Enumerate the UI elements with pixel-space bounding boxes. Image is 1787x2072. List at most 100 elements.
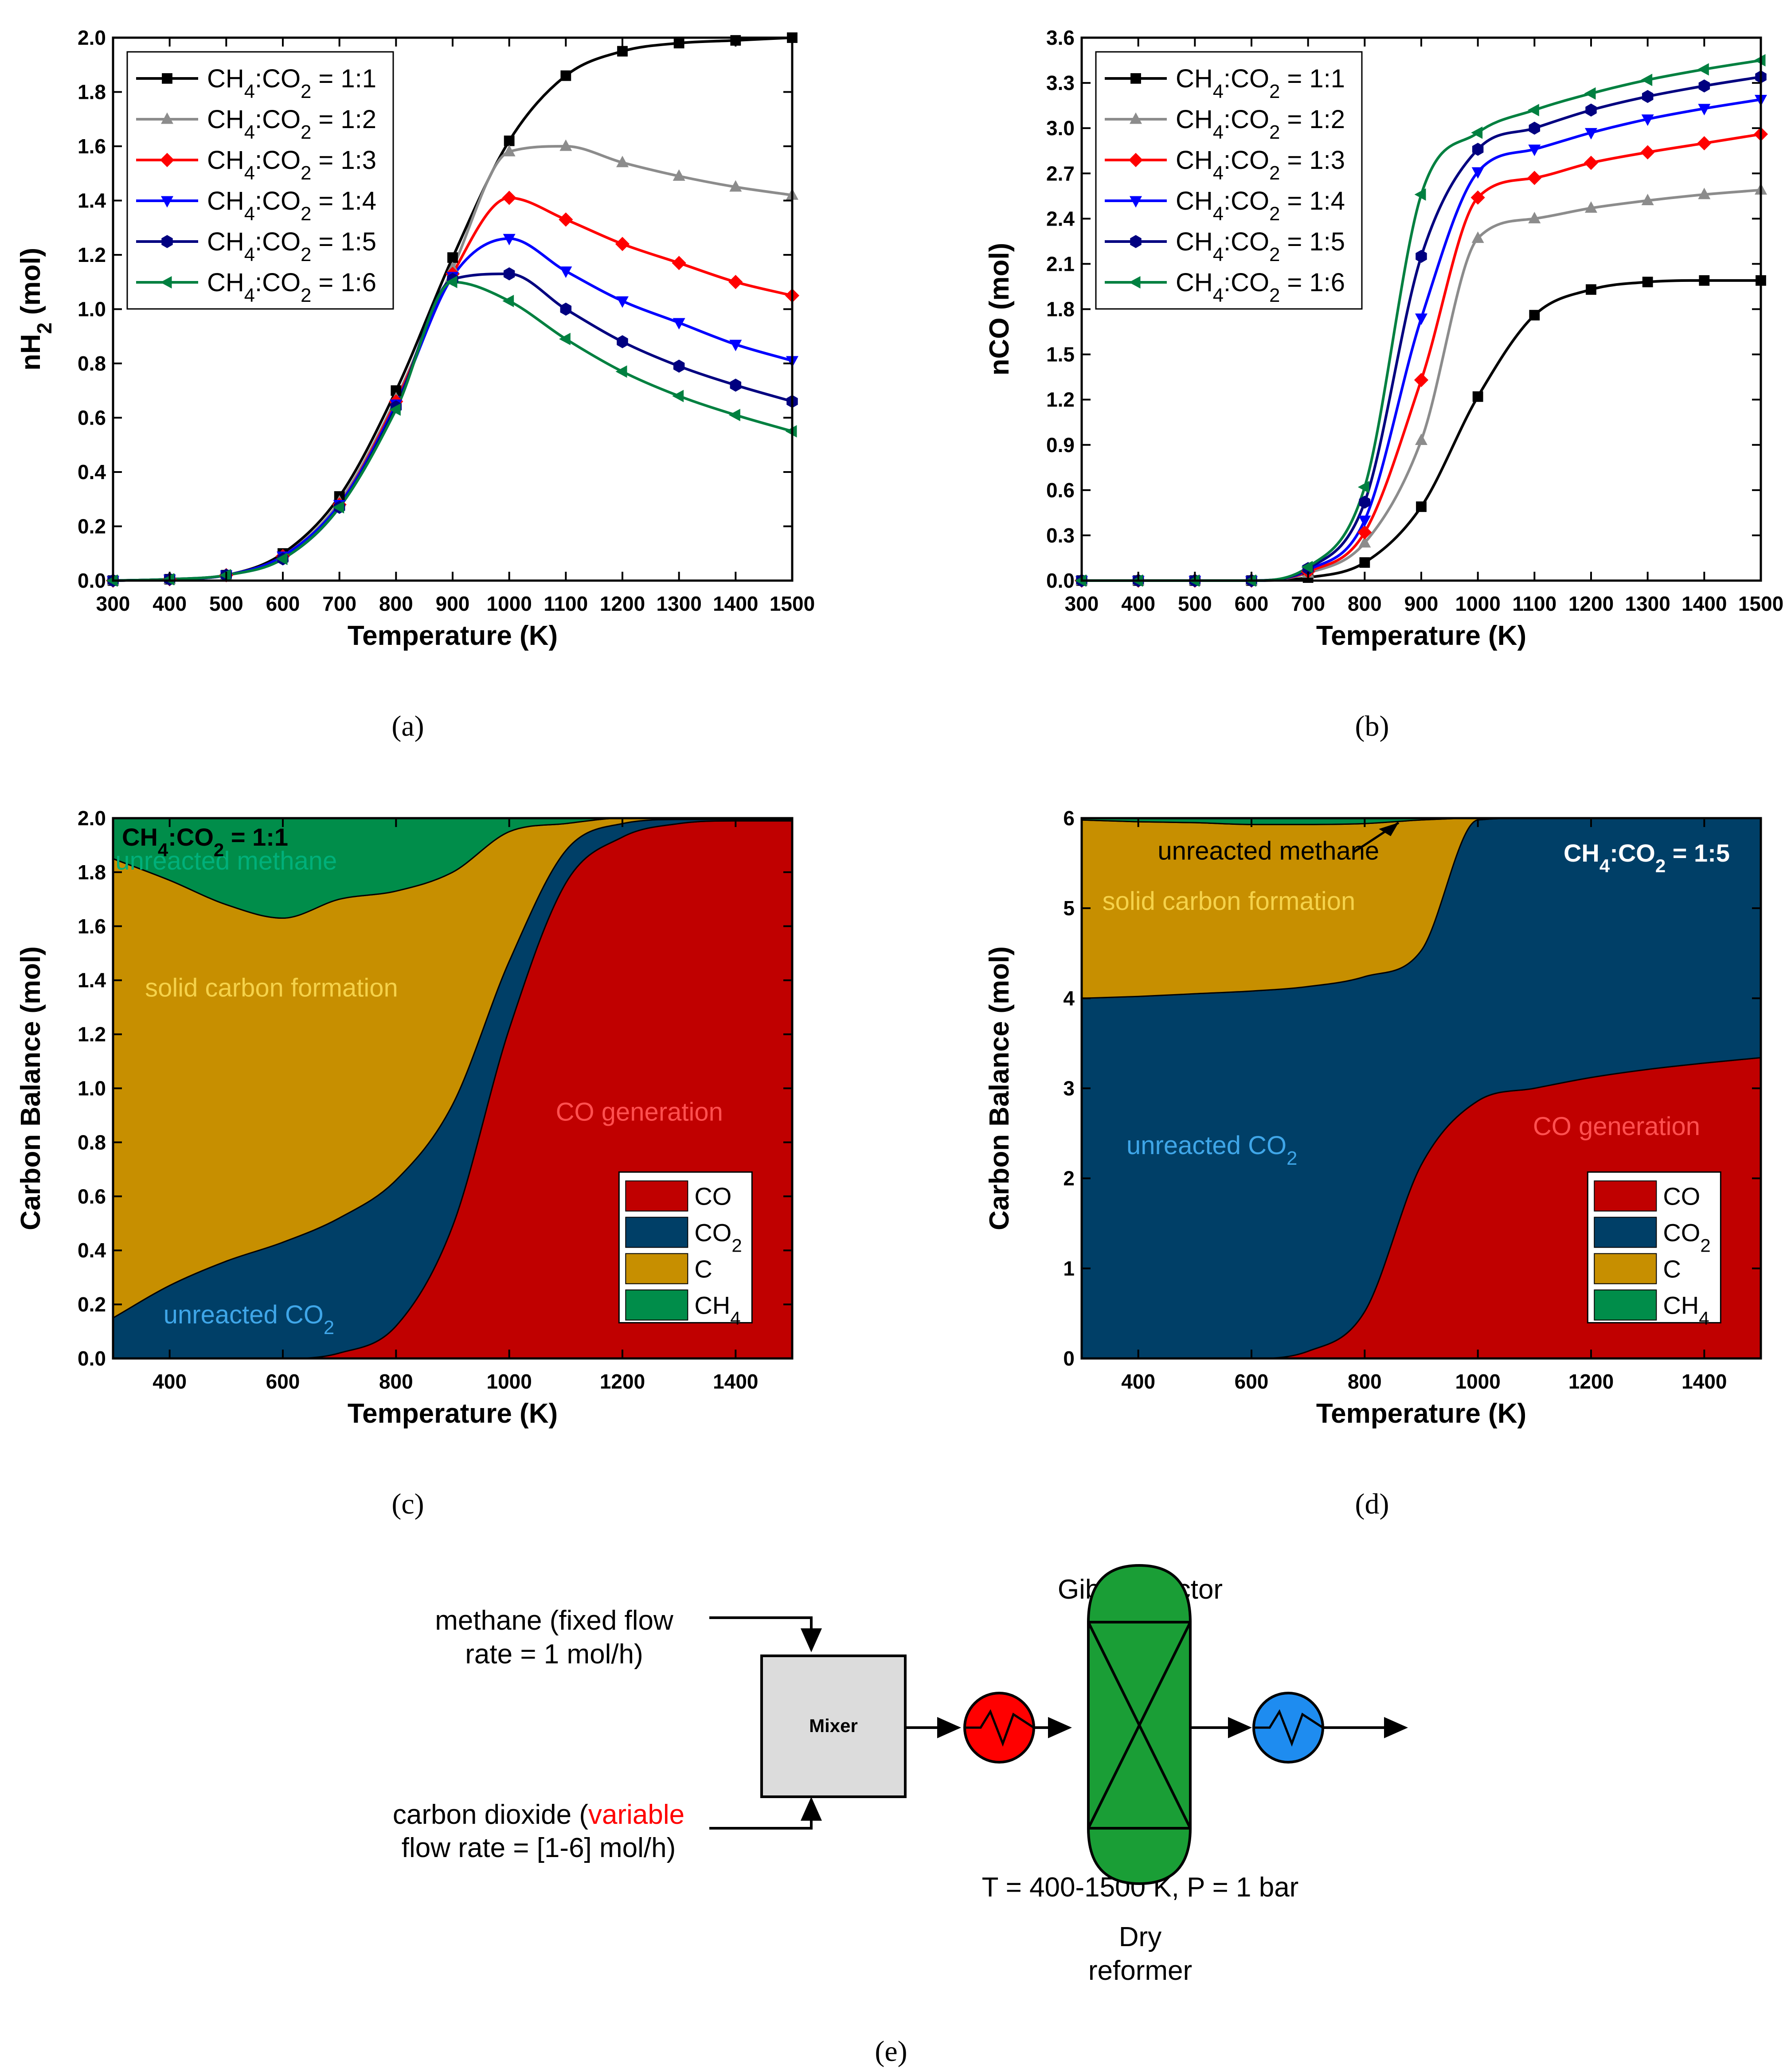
y-tick-label: 1.0 <box>78 298 106 321</box>
legend-label: CH4:CO2 = 1:1 <box>207 64 376 102</box>
chart-panel-4: unreacted methane solid carbon formation C… <box>984 807 1762 1520</box>
reactor-bed <box>1087 1621 1192 1830</box>
data-point <box>161 235 173 248</box>
data-point <box>160 152 175 168</box>
data-point <box>1697 136 1712 151</box>
legend-swatch <box>1594 1253 1657 1284</box>
legend-swatch <box>625 1180 688 1212</box>
data-point <box>391 385 402 396</box>
y-tick-label: 2 <box>1063 1167 1075 1190</box>
legend-box <box>1095 51 1363 310</box>
data-point <box>1641 74 1653 86</box>
data-point <box>1472 143 1484 156</box>
y-tick-label: 3.0 <box>1046 117 1075 140</box>
y-tick-label: 2.7 <box>1046 162 1075 185</box>
legend-label: CH4:CO2 = 1:5 <box>207 227 376 265</box>
y-tick-label: 0.4 <box>78 460 106 484</box>
x-tick-label: 1000 <box>486 1370 532 1393</box>
x-tick-label: 1500 <box>770 592 815 615</box>
y-tick-label: 0.3 <box>1046 524 1075 547</box>
legend-label: CH4:CO2 = 1:2 <box>1176 105 1345 143</box>
y-tick-label: 0.8 <box>78 1131 106 1154</box>
data-point <box>729 180 742 192</box>
x-tick-label: 500 <box>209 592 243 615</box>
y-tick-label: 1.2 <box>78 1023 106 1046</box>
y-tick-label: 2.1 <box>1046 252 1075 275</box>
data-point <box>617 335 628 348</box>
panel-caption: (a) <box>391 710 424 742</box>
data-point <box>1414 188 1426 201</box>
mixer-label: Mixer <box>809 1715 858 1736</box>
x-tick-label: 1500 <box>1738 592 1783 615</box>
legend-label: C <box>694 1255 712 1283</box>
data-point <box>1130 235 1142 248</box>
x-tick-label: 400 <box>1121 592 1155 615</box>
y-tick-label: 1.2 <box>1046 388 1075 411</box>
x-tick-label: 1200 <box>1568 592 1614 615</box>
y-tick-label: 0.8 <box>78 352 106 375</box>
data-point <box>1359 496 1371 509</box>
cooler-coil <box>1254 1709 1324 1747</box>
y-axis-label: nCO (mol) <box>984 243 1015 376</box>
x-tick-label: 1400 <box>1681 1370 1727 1393</box>
data-point <box>617 46 628 57</box>
data-point <box>502 191 516 205</box>
data-point <box>616 296 629 308</box>
data-point <box>1130 73 1141 84</box>
x-tick-label: 600 <box>266 592 300 615</box>
x-tick-label: 800 <box>1348 592 1382 615</box>
data-point <box>1472 391 1483 402</box>
area-annotation: unreacted CO2 <box>164 1300 334 1338</box>
y-tick-label: 2.4 <box>1046 207 1075 230</box>
x-tick-label: 400 <box>1121 1370 1155 1393</box>
process-diagram: methane (fixed flow rate = 1 mol/h) carb… <box>393 1564 1408 2068</box>
legend-label: C <box>1663 1255 1681 1283</box>
data-point <box>559 266 572 278</box>
methane-pointer-head <box>1379 823 1399 836</box>
legend-label: CH4:CO2 = 1:6 <box>1176 268 1345 306</box>
x-tick-label: 1300 <box>656 592 701 615</box>
y-tick-label: 2.0 <box>78 26 106 49</box>
data-point <box>1528 211 1541 223</box>
x-tick-label: 1300 <box>1625 592 1670 615</box>
data-point <box>1416 250 1427 263</box>
y-tick-label: 1.4 <box>78 969 106 992</box>
data-point <box>673 359 685 373</box>
x-tick-label: 700 <box>1291 592 1325 615</box>
x-tick-label: 600 <box>1235 592 1269 615</box>
co2-feed-variable: variable <box>588 1799 684 1830</box>
data-point <box>160 276 172 289</box>
data-point <box>1527 104 1539 117</box>
legend-label: CH4:CO2 = 1:3 <box>1176 146 1345 184</box>
y-tick-label: 1.6 <box>78 915 106 938</box>
data-point <box>1641 114 1654 126</box>
legend-swatch <box>625 1217 688 1248</box>
data-point <box>1357 481 1369 494</box>
y-tick-label: 0.9 <box>1046 433 1075 457</box>
co2-feed-label-1a: carbon dioxide ( <box>393 1799 588 1830</box>
data-point <box>673 318 685 330</box>
area-annotation: CO generation <box>556 1098 723 1127</box>
data-point <box>161 196 173 208</box>
caption-e: (e) <box>875 2035 907 2068</box>
data-point <box>1301 561 1313 574</box>
x-tick-label: 1100 <box>544 592 588 615</box>
legend-label: CO2 <box>1663 1218 1710 1256</box>
data-point <box>728 275 743 289</box>
y-tick-label: 3.3 <box>1046 71 1075 94</box>
y-tick-label: 0.4 <box>78 1239 106 1262</box>
legend-label: CH4:CO2 = 1:6 <box>207 268 376 306</box>
y-tick-label: 1.2 <box>78 243 106 266</box>
y-tick-label: 1.8 <box>78 861 106 884</box>
y-tick-label: 0.0 <box>78 569 106 592</box>
legend-label: CH4:CO2 = 1:3 <box>207 146 376 184</box>
data-point <box>1471 126 1483 139</box>
data-point <box>1357 525 1372 540</box>
data-point <box>560 302 572 316</box>
x-axis-label: Temperature (K) <box>1316 620 1526 651</box>
ratio-label: CH4:CO2 = 1:5 <box>1564 839 1730 876</box>
reformer-label-2: reformer <box>1088 1955 1192 1986</box>
